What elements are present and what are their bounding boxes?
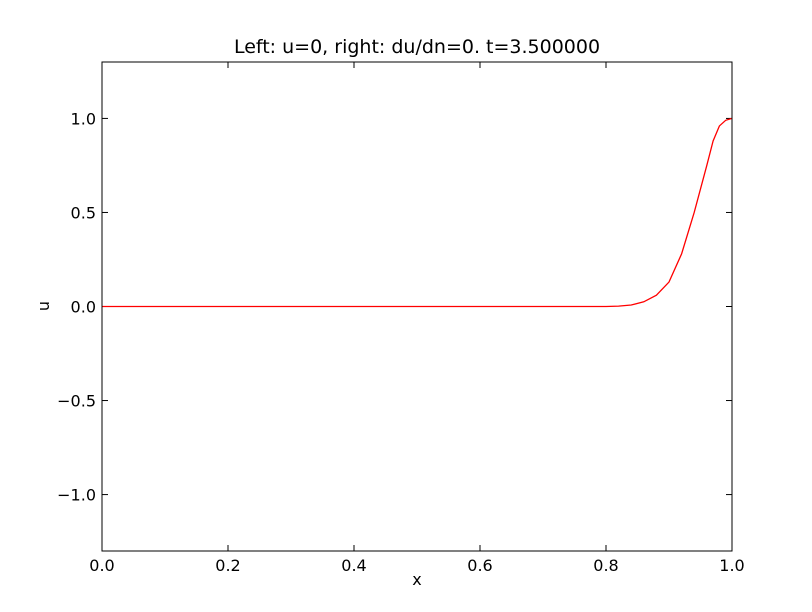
plot-frame <box>101 61 733 552</box>
series-line <box>102 117 733 308</box>
chart-title: Left: u=0, right: du/dn=0. t=3.500000 <box>234 36 600 58</box>
x-tick-label: 0.4 <box>341 556 366 575</box>
x-tick-label: 0.2 <box>215 556 240 575</box>
y-tick-label: 0.0 <box>71 298 96 317</box>
series-layer <box>102 117 733 308</box>
y-tick-label: −1.0 <box>57 486 96 505</box>
x-axis-ticks: 0.0 0.2 0.4 0.6 0.8 1.0 <box>89 62 745 575</box>
x-tick-label: 0.8 <box>593 556 618 575</box>
y-axis-ticks: −1.0 −0.5 0.0 0.5 1.0 <box>57 109 732 505</box>
x-tick-label: 0.0 <box>89 556 114 575</box>
y-tick-label: 1.0 <box>71 109 96 128</box>
x-axis-label: x <box>412 570 421 589</box>
x-tick-label: 1.0 <box>719 556 744 575</box>
y-tick-label: −0.5 <box>57 392 96 411</box>
y-axis-label: u <box>34 301 53 311</box>
y-tick-label: 0.5 <box>71 203 96 222</box>
x-tick-label: 0.6 <box>467 556 492 575</box>
